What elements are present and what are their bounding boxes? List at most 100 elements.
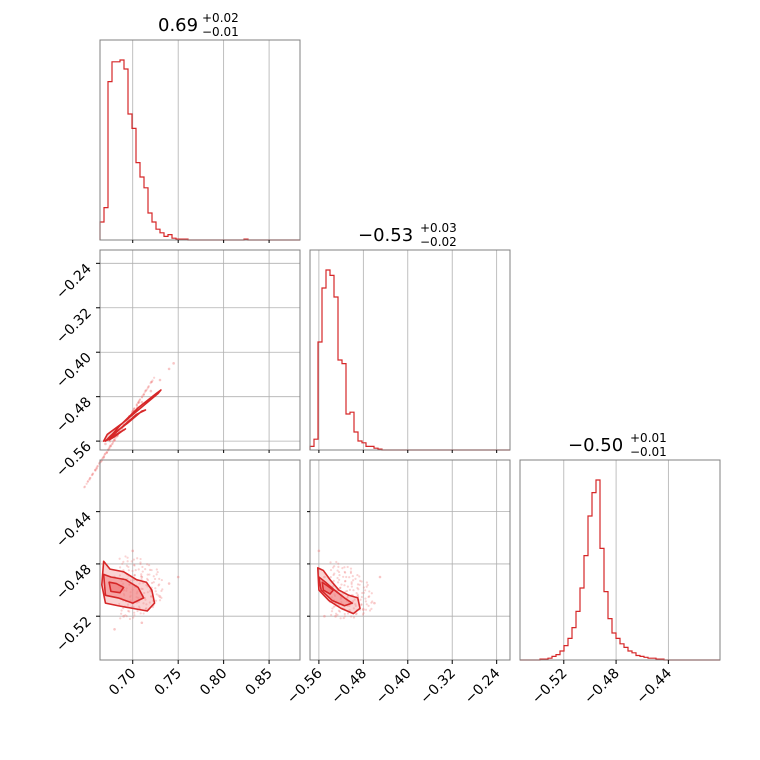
sample-point: [127, 569, 130, 572]
sample-point: [154, 590, 157, 593]
sample-point: [343, 570, 346, 574]
sample-point: [145, 583, 148, 587]
sample-point: [345, 589, 349, 593]
sample-point: [350, 615, 353, 618]
sample-point: [337, 565, 340, 568]
sample-point: [120, 612, 123, 615]
sample-point: [157, 594, 160, 597]
sample-point: [146, 577, 149, 580]
sample-point: [113, 438, 116, 441]
sample-point: [131, 409, 135, 412]
sample-point: [125, 564, 129, 567]
sample-point: [157, 584, 160, 587]
sample-point: [121, 607, 125, 610]
sample-point: [352, 589, 355, 592]
sample-point: [140, 575, 143, 578]
sample-point: [330, 610, 334, 613]
sample-point: [133, 614, 136, 617]
sample-point: [333, 572, 336, 575]
sample-point: [349, 567, 353, 570]
sample-point: [132, 558, 135, 561]
sample-point: [158, 378, 162, 382]
sample-point: [323, 614, 326, 618]
sample-point: [137, 401, 140, 405]
sample-point: [102, 456, 105, 459]
sample-point: [337, 609, 341, 612]
sample-point: [332, 566, 335, 569]
sample-point: [136, 609, 139, 613]
sample-point: [150, 380, 153, 384]
sample-point: [109, 444, 112, 447]
sample-point: [330, 613, 333, 617]
sample-point: [124, 614, 127, 617]
x-tick-label: 0.85: [243, 666, 276, 699]
sample-point: [368, 595, 371, 598]
sample-point: [360, 603, 363, 606]
sample-point: [146, 563, 149, 566]
sample-point: [364, 608, 368, 611]
sample-point: [138, 398, 141, 402]
sample-point: [113, 439, 116, 442]
sample-point: [95, 466, 98, 469]
sample-point: [137, 600, 141, 604]
sample-point: [152, 575, 155, 578]
y-tick-label: −0.24: [53, 261, 95, 303]
sample-point: [144, 598, 147, 601]
sample-point: [349, 570, 353, 573]
sample-point: [355, 612, 358, 615]
sample-point: [126, 560, 129, 563]
sample-point: [91, 473, 94, 476]
sample-point: [150, 380, 153, 383]
sample-point: [111, 442, 114, 445]
sample-point: [132, 578, 135, 582]
sample-point: [150, 380, 153, 383]
sample-point: [356, 573, 359, 577]
sample-point: [103, 453, 106, 456]
sample-point: [137, 605, 141, 608]
sample-point: [115, 436, 118, 439]
sample-point: [135, 403, 138, 406]
sample-point: [133, 563, 136, 566]
sample-point: [112, 440, 115, 443]
sample-point: [362, 591, 365, 594]
sample-point: [368, 590, 371, 593]
sample-point: [135, 404, 138, 407]
sample-point: [142, 602, 145, 605]
sample-point: [143, 596, 147, 600]
sample-point: [337, 562, 340, 565]
sample-point: [102, 456, 105, 459]
sample-point: [96, 464, 99, 468]
contour-0-1: [104, 409, 147, 442]
sample-point: [135, 404, 138, 407]
sample-point: [353, 598, 356, 601]
sample-point: [104, 452, 107, 455]
sample-point: [122, 560, 125, 563]
sample-point: [140, 621, 144, 625]
sample-point: [339, 617, 342, 620]
sample-point: [140, 400, 144, 404]
y-tick-label: −0.44: [53, 509, 95, 551]
sample-point: [373, 601, 376, 605]
sample-point: [334, 614, 337, 618]
sample-point: [336, 576, 339, 580]
sample-point: [137, 401, 140, 404]
x-tick-label: 0.80: [197, 666, 230, 699]
sample-point: [360, 595, 363, 599]
sample-point: [365, 581, 369, 584]
sample-point: [147, 384, 150, 388]
sample-point: [141, 565, 144, 569]
sample-point: [147, 564, 151, 567]
sample-point: [136, 401, 140, 404]
x-tick-label: −0.40: [373, 666, 415, 708]
sample-point: [108, 445, 111, 449]
title-param-2-plus: +0.01: [630, 431, 667, 445]
sample-point: [362, 611, 365, 615]
sample-point: [362, 608, 365, 611]
sample-point: [332, 573, 335, 577]
sample-point: [338, 574, 341, 577]
sample-point: [102, 455, 106, 458]
sample-point: [143, 591, 146, 595]
sample-point: [336, 613, 339, 617]
sample-point: [140, 578, 143, 581]
x-tick-label: −0.44: [634, 665, 676, 707]
